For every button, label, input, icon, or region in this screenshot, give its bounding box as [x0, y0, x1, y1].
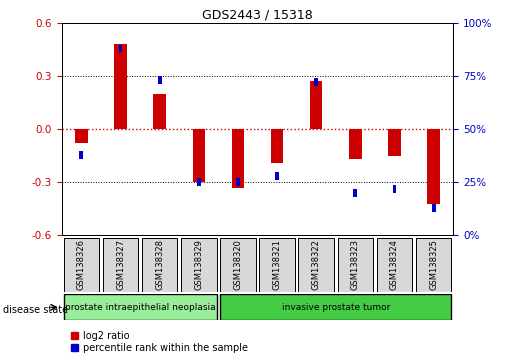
Text: invasive prostate tumor: invasive prostate tumor: [282, 303, 390, 312]
Bar: [271, 129, 283, 163]
Text: GSM138321: GSM138321: [272, 239, 282, 290]
Bar: [275, 172, 279, 180]
Bar: [298, 238, 334, 291]
Bar: [232, 129, 244, 188]
Bar: [427, 129, 440, 204]
Bar: [118, 45, 123, 52]
Text: GSM138325: GSM138325: [429, 239, 438, 290]
Bar: [310, 81, 322, 129]
Text: GSM138329: GSM138329: [194, 239, 203, 290]
Bar: [75, 129, 88, 143]
Bar: [314, 79, 318, 86]
Bar: [220, 295, 452, 320]
Text: GSM138327: GSM138327: [116, 239, 125, 290]
Text: GSM138323: GSM138323: [351, 239, 360, 290]
Text: disease state: disease state: [3, 305, 67, 315]
Title: GDS2443 / 15318: GDS2443 / 15318: [202, 9, 313, 22]
Text: GSM138324: GSM138324: [390, 239, 399, 290]
Bar: [416, 238, 452, 291]
Bar: [142, 238, 178, 291]
Bar: [392, 185, 397, 193]
Bar: [376, 238, 413, 291]
Bar: [349, 129, 362, 159]
Bar: [79, 151, 83, 159]
Text: prostate intraepithelial neoplasia: prostate intraepithelial neoplasia: [65, 303, 215, 312]
Bar: [63, 295, 217, 320]
Bar: [193, 129, 205, 182]
Legend: log2 ratio, percentile rank within the sample: log2 ratio, percentile rank within the s…: [66, 327, 252, 354]
Text: GSM138322: GSM138322: [312, 239, 321, 290]
Text: GSM138328: GSM138328: [155, 239, 164, 290]
Bar: [197, 178, 201, 186]
Bar: [153, 94, 166, 129]
Bar: [388, 129, 401, 156]
Bar: [158, 76, 162, 84]
Bar: [114, 44, 127, 129]
Text: GSM138320: GSM138320: [233, 239, 243, 290]
Bar: [63, 238, 99, 291]
Bar: [259, 238, 295, 291]
Bar: [236, 178, 240, 186]
Bar: [181, 238, 217, 291]
Bar: [432, 204, 436, 212]
Bar: [337, 238, 373, 291]
Bar: [220, 238, 256, 291]
Text: GSM138326: GSM138326: [77, 239, 86, 290]
Bar: [353, 189, 357, 197]
Bar: [102, 238, 139, 291]
